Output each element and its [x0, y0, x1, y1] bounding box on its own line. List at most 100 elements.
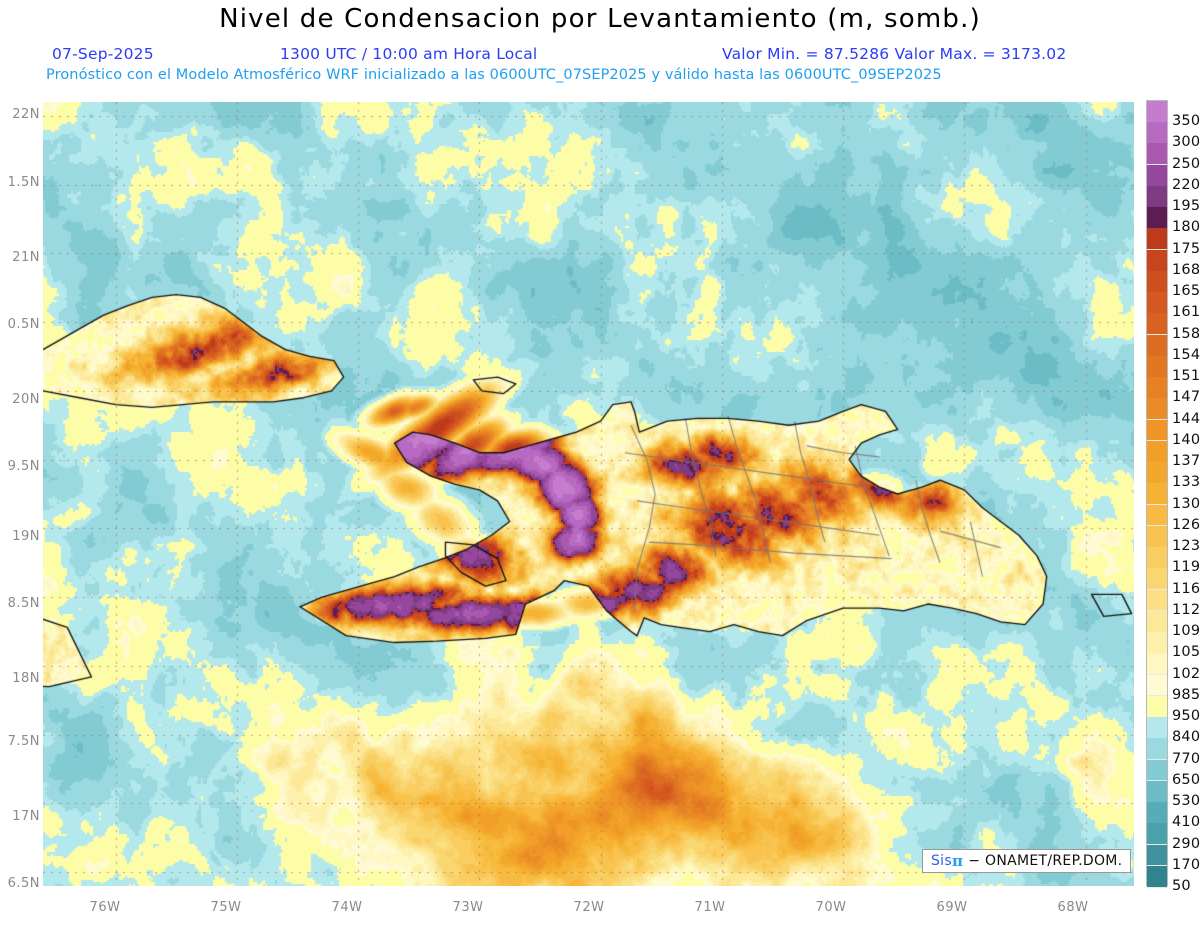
colorbar-swatch [1147, 164, 1167, 187]
colorbar-swatch [1147, 377, 1167, 399]
colorbar-swatch [1147, 632, 1167, 654]
model-description: Pronóstico con el Modelo Atmosférico WRF… [46, 67, 942, 83]
colorbar-swatch [1147, 610, 1167, 633]
colorbar-tick-label: 950 [1172, 708, 1200, 725]
colorbar-swatch [1147, 185, 1167, 208]
colorbar-swatch [1147, 419, 1167, 442]
colorbar-swatch [1147, 313, 1167, 336]
colorbar-swatch [1147, 504, 1167, 527]
colorbar-tick-label: 1300 [1172, 495, 1200, 512]
lat-tick-label: 19N [12, 529, 40, 544]
colorbar-tick-label: 170 [1172, 856, 1200, 873]
lon-tick-label: 75W [210, 900, 242, 915]
colorbar-tick-label: 1615 [1172, 304, 1200, 321]
colorbar-swatch [1147, 143, 1167, 166]
colorbar-tick-label: 2200 [1172, 176, 1200, 193]
colorbar-tick-label: 650 [1172, 771, 1200, 788]
forecast-date: 07-Sep-2025 [52, 45, 154, 63]
forecast-time: 1300 UTC / 10:00 am Hora Local [280, 45, 538, 63]
value-range-text: Valor Min. = 87.5286 Valor Max. = 3173.0… [722, 45, 1067, 63]
attribution-box: Sis π − ONAMET/REP.DOM. [922, 849, 1132, 873]
lat-tick-label: 9.5N [7, 459, 40, 474]
colorbar-swatch [1147, 717, 1167, 739]
colorbar-swatch [1147, 355, 1167, 378]
header: Nivel de Condensacion por Levantamiento … [0, 0, 1200, 94]
colorbar-swatch [1147, 738, 1167, 761]
lcl-shaded-field [43, 102, 1134, 886]
colorbar-swatch [1147, 653, 1167, 676]
colorbar-swatch [1147, 334, 1167, 357]
attribution-agency: − ONAMET/REP.DOM. [968, 853, 1123, 869]
colorbar-tick-label: 1230 [1172, 538, 1200, 555]
colorbar-swatch [1147, 207, 1167, 230]
colorbar-tick-label: 1650 [1172, 283, 1200, 300]
colorbar-tick-label: 1545 [1172, 346, 1200, 363]
lon-tick-label: 73W [452, 900, 484, 915]
colorbar-tick-label: 410 [1172, 814, 1200, 831]
colorbar-swatch [1147, 249, 1167, 272]
lon-tick-label: 69W [936, 900, 968, 915]
colorbar[interactable] [1146, 100, 1168, 888]
colorbar-tick-label: 840 [1172, 729, 1200, 746]
colorbar-tick-label: 1020 [1172, 665, 1200, 682]
colorbar-tick-label: 1950 [1172, 198, 1200, 215]
colorbar-tick-label: 985 [1172, 686, 1200, 703]
colorbar-tick-label: 1160 [1172, 580, 1200, 597]
colorbar-swatch [1147, 759, 1167, 782]
lat-tick-label: 1.5N [7, 175, 40, 190]
colorbar-swatch [1147, 865, 1167, 888]
lat-tick-label: 17N [12, 809, 40, 824]
lat-tick-label: 21N [12, 250, 40, 265]
colorbar-tick-label: 50 [1172, 878, 1191, 894]
colorbar-swatch [1147, 440, 1167, 463]
colorbar-tick-label: 1090 [1172, 623, 1200, 640]
colorbar-tick-label: 1405 [1172, 431, 1200, 448]
colorbar-swatch [1147, 802, 1167, 824]
colorbar-swatch [1147, 568, 1167, 591]
lon-tick-label: 70W [815, 900, 847, 915]
map-plot-area[interactable] [43, 102, 1134, 886]
colorbar-swatch [1147, 270, 1167, 293]
attribution-sis-label: Sis [931, 853, 952, 869]
lat-tick-label: 0.5N [7, 317, 40, 332]
colorbar-swatch [1147, 462, 1167, 484]
lat-tick-label: 8.5N [7, 596, 40, 611]
colorbar-tick-label: 290 [1172, 835, 1200, 852]
colorbar-swatch [1147, 589, 1167, 612]
colorbar-swatch [1147, 122, 1167, 145]
colorbar-swatch [1147, 547, 1167, 569]
colorbar-swatch [1147, 292, 1167, 315]
lon-tick-label: 76W [89, 900, 121, 915]
colorbar-swatch [1147, 844, 1167, 867]
colorbar-swatch [1147, 674, 1167, 697]
lon-tick-label: 71W [694, 900, 726, 915]
colorbar-swatch [1147, 780, 1167, 803]
colorbar-tick-label: 530 [1172, 793, 1200, 810]
colorbar-tick-label: 1475 [1172, 389, 1200, 406]
lon-tick-label: 72W [573, 900, 605, 915]
colorbar-tick-label: 1055 [1172, 644, 1200, 661]
colorbar-swatch [1147, 101, 1167, 123]
colorbar-tick-label: 1335 [1172, 474, 1200, 491]
colorbar-swatch [1147, 823, 1167, 846]
colorbar-swatch [1147, 695, 1167, 718]
lat-tick-label: 20N [12, 392, 40, 407]
lat-tick-label: 22N [12, 107, 40, 122]
colorbar-swatch [1147, 228, 1167, 251]
colorbar-tick-label: 1125 [1172, 601, 1200, 618]
lon-tick-label: 68W [1057, 900, 1089, 915]
colorbar-tick-label: 1265 [1172, 516, 1200, 533]
colorbar-tick-label: 770 [1172, 750, 1200, 767]
colorbar-tick-label: 2500 [1172, 155, 1200, 172]
page-title: Nivel de Condensacion por Levantamiento … [219, 4, 981, 34]
colorbar-tick-label: 3000 [1172, 134, 1200, 151]
colorbar-tick-label: 1195 [1172, 559, 1200, 576]
colorbar-tick-label: 1370 [1172, 453, 1200, 470]
colorbar-tick-label: 1440 [1172, 410, 1200, 427]
attribution-pi-icon: π [951, 852, 964, 870]
lon-tick-label: 74W [331, 900, 363, 915]
colorbar-tick-label: 1510 [1172, 368, 1200, 385]
colorbar-tick-label: 3500 [1172, 113, 1200, 130]
lat-tick-label: 18N [12, 671, 40, 686]
colorbar-swatch [1147, 483, 1167, 506]
